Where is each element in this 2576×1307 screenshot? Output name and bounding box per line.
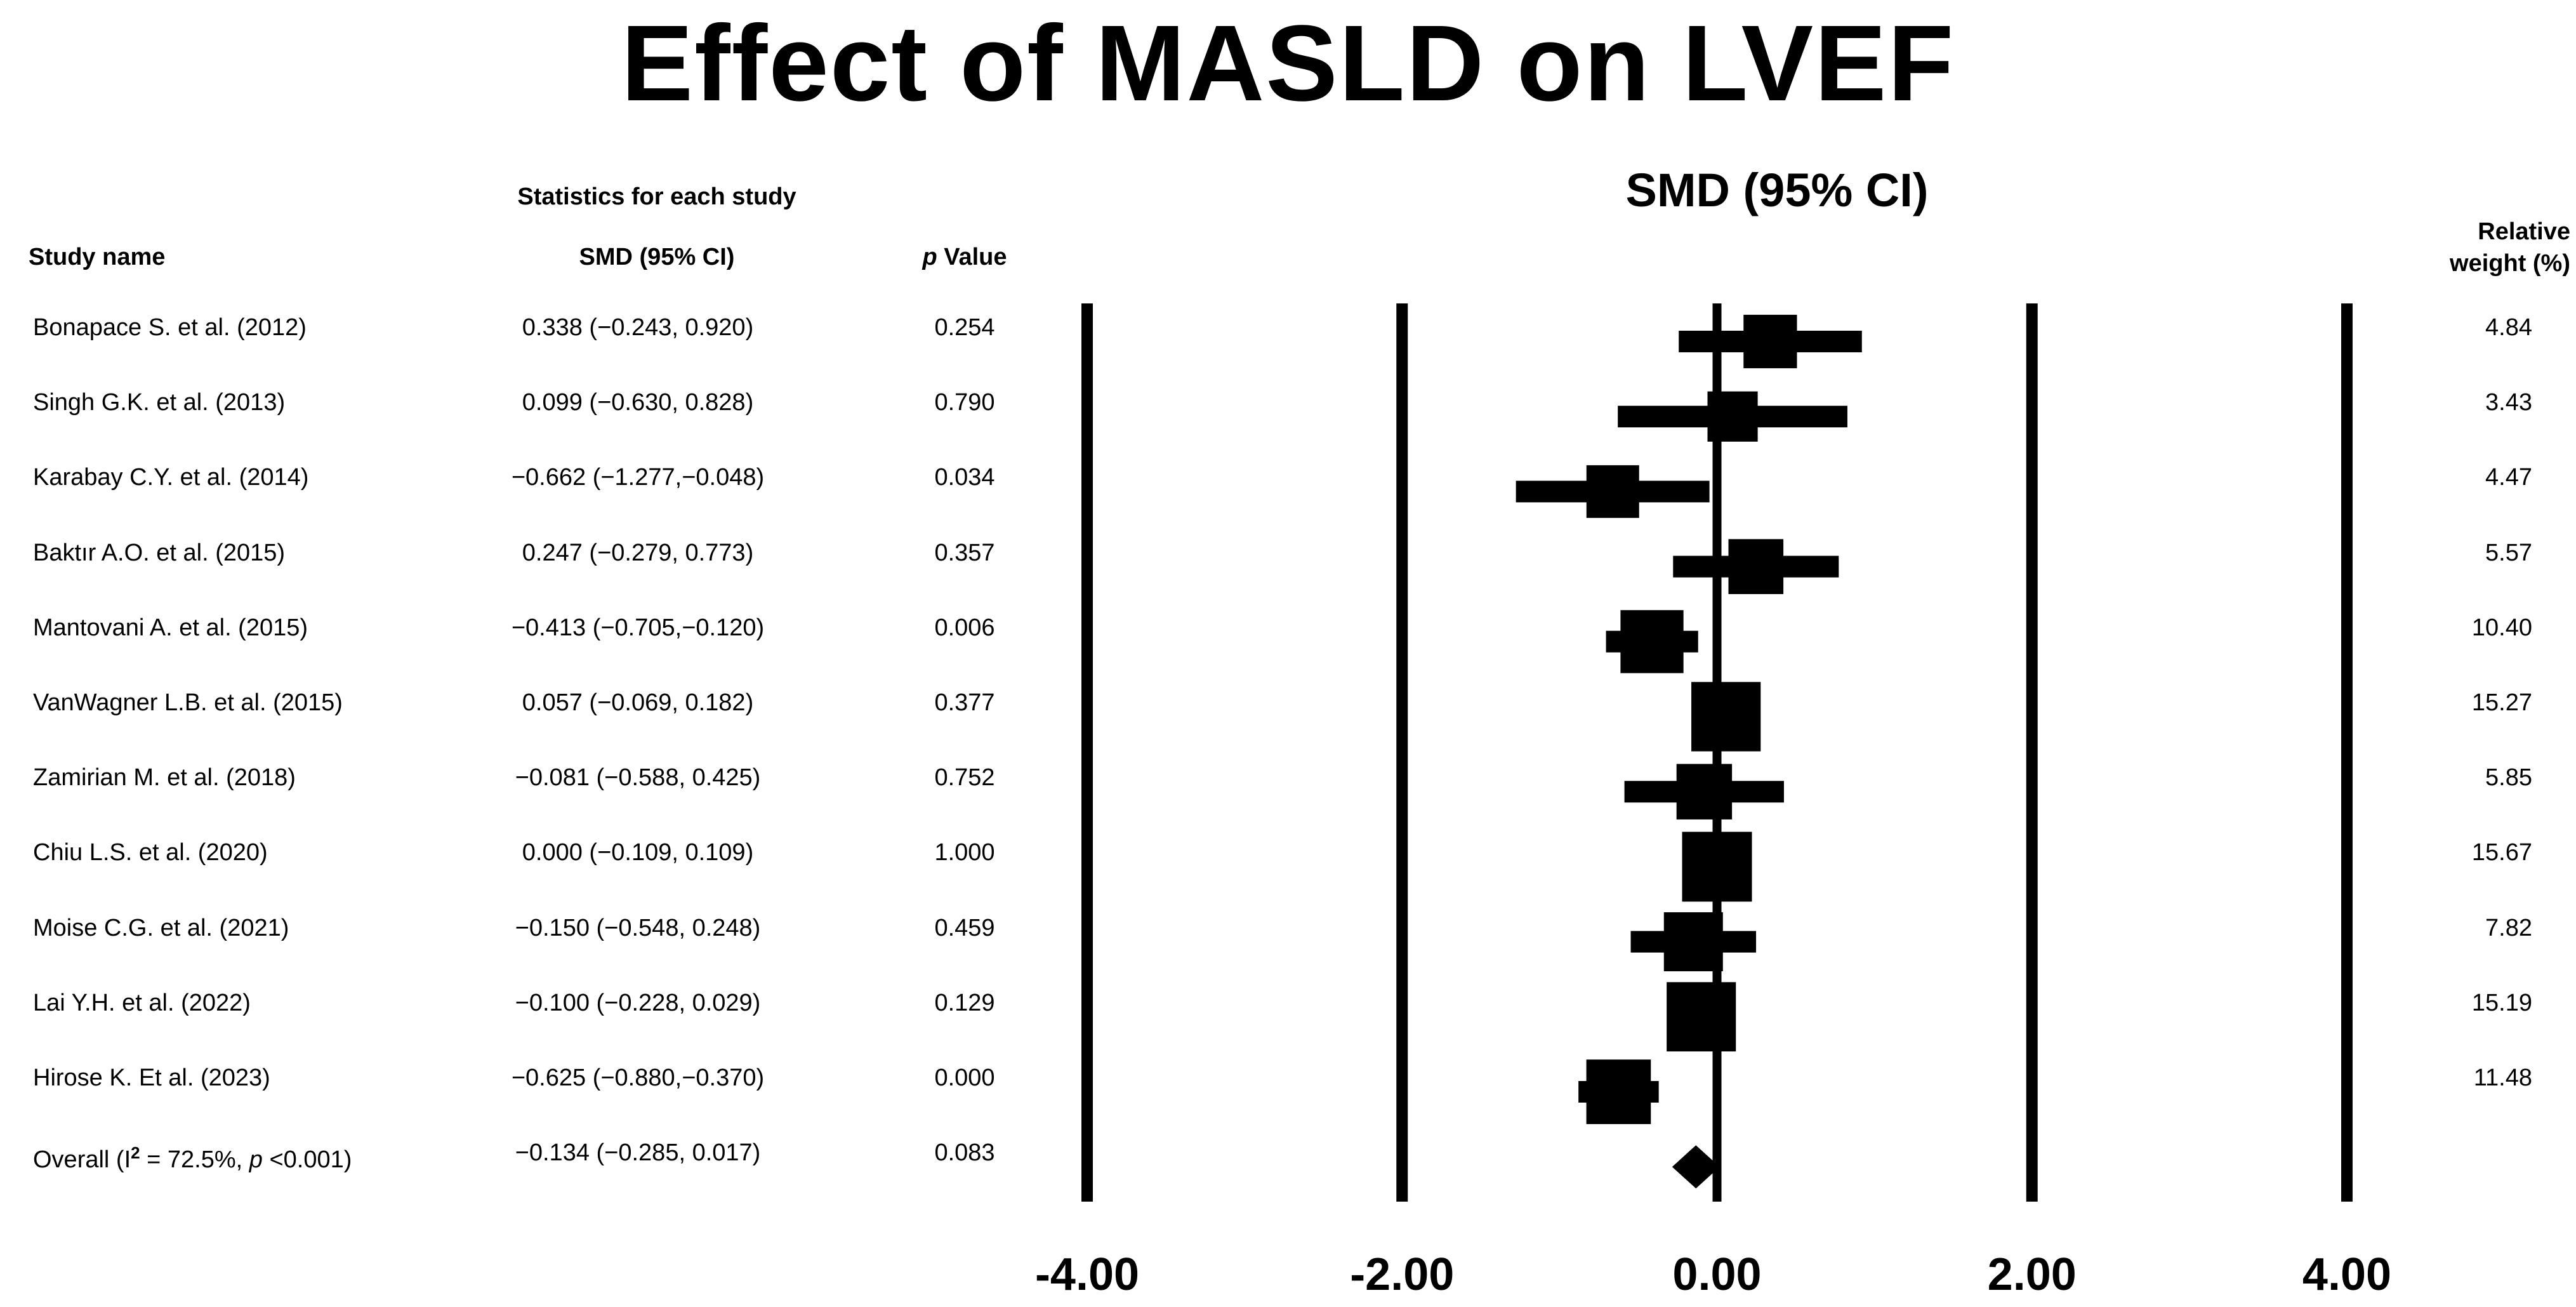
relative-weight-header-line1: Relative bbox=[2478, 218, 2570, 245]
study-name-header: Study name bbox=[29, 244, 166, 270]
study-weight: 11.48 bbox=[2473, 1065, 2532, 1091]
study-name: Lai Y.H. et al. (2022) bbox=[33, 989, 251, 1016]
study-point-marker bbox=[1620, 610, 1684, 673]
overall-smd-ci: −0.134 (−0.285, 0.017) bbox=[515, 1139, 761, 1167]
study-point-marker bbox=[1707, 391, 1758, 442]
study-smd-ci: 0.000 (−0.109, 0.109) bbox=[522, 839, 754, 866]
overall-diamond bbox=[1672, 1145, 1720, 1189]
study-point-marker bbox=[1586, 1059, 1651, 1124]
study-point-marker bbox=[1743, 314, 1797, 369]
smd-column-header: SMD (95% CI) bbox=[579, 244, 735, 270]
study-weight: 15.27 bbox=[2471, 689, 2532, 716]
study-weight: 5.85 bbox=[2485, 764, 2532, 792]
relative-weight-header: Relative weight (%) bbox=[2361, 216, 2570, 279]
study-point-marker bbox=[1667, 982, 1736, 1052]
overall-label-text: Overall (I bbox=[33, 1146, 131, 1174]
study-name: Bonapace S. et al. (2012) bbox=[33, 314, 307, 341]
overall-label-text: <0.001) bbox=[262, 1146, 352, 1174]
study-smd-ci: −0.662 (−1.277,−0.048) bbox=[511, 464, 765, 491]
study-smd-ci: 0.099 (−0.630, 0.828) bbox=[522, 389, 754, 416]
study-point-marker bbox=[1586, 465, 1639, 518]
study-smd-ci: −0.081 (−0.588, 0.425) bbox=[515, 764, 761, 792]
study-name: Zamirian M. et al. (2018) bbox=[33, 764, 296, 792]
study-point-marker bbox=[1691, 682, 1761, 752]
study-p-value: 0.000 bbox=[934, 1065, 995, 1091]
overall-label: Overall (I2 = 72.5%, p <0.001) bbox=[33, 1137, 352, 1176]
overall-label-text: = 72.5%, bbox=[140, 1146, 249, 1174]
x-tick-label: 4.00 bbox=[2302, 1249, 2391, 1300]
study-p-value: 0.790 bbox=[934, 389, 995, 416]
i-squared-superscript: 2 bbox=[131, 1143, 140, 1163]
plot-title: SMD (95% CI) bbox=[1625, 164, 1929, 216]
study-smd-ci: 0.338 (−0.243, 0.920) bbox=[522, 314, 754, 341]
study-name: VanWagner L.B. et al. (2015) bbox=[33, 689, 343, 716]
study-smd-ci: −0.100 (−0.228, 0.029) bbox=[515, 989, 761, 1016]
study-point-marker bbox=[1676, 764, 1733, 819]
statistics-header: Statistics for each study bbox=[517, 183, 796, 210]
study-name: Hirose K. Et al. (2023) bbox=[33, 1065, 270, 1091]
study-p-value: 0.254 bbox=[934, 314, 995, 341]
x-tick-label: -2.00 bbox=[1350, 1249, 1454, 1300]
x-tick-label: 0.00 bbox=[1672, 1249, 1761, 1300]
p-value-header-rest: Value bbox=[937, 244, 1007, 270]
study-smd-ci: 0.247 (−0.279, 0.773) bbox=[522, 539, 754, 566]
study-name: Karabay C.Y. et al. (2014) bbox=[33, 464, 309, 491]
study-p-value: 1.000 bbox=[934, 839, 995, 866]
study-name: Singh G.K. et al. (2013) bbox=[33, 389, 286, 416]
study-p-value: 0.459 bbox=[934, 914, 995, 941]
overall-p-value: 0.083 bbox=[934, 1139, 995, 1167]
study-smd-ci: −0.413 (−0.705,−0.120) bbox=[511, 614, 765, 641]
study-smd-ci: −0.150 (−0.548, 0.248) bbox=[515, 914, 761, 941]
study-name: Baktır A.O. et al. (2015) bbox=[33, 539, 286, 566]
study-point-marker bbox=[1682, 832, 1752, 902]
study-p-value: 0.752 bbox=[934, 764, 995, 792]
study-p-value: 0.377 bbox=[934, 689, 995, 716]
study-p-value: 0.006 bbox=[934, 614, 995, 641]
study-weight: 10.40 bbox=[2471, 614, 2532, 641]
overall-label-p: p bbox=[249, 1146, 263, 1174]
x-tick-label: 2.00 bbox=[1988, 1249, 2077, 1300]
figure-title: Effect of MASLD on LVEF bbox=[621, 3, 1955, 124]
study-name: Chiu L.S. et al. (2020) bbox=[33, 839, 268, 866]
study-p-value: 0.034 bbox=[934, 464, 995, 491]
study-weight: 4.47 bbox=[2485, 464, 2532, 491]
study-name: Mantovani A. et al. (2015) bbox=[33, 614, 308, 641]
p-value-header: p Value bbox=[914, 241, 1015, 273]
study-weight: 3.43 bbox=[2485, 389, 2532, 416]
study-name: Moise C.G. et al. (2021) bbox=[33, 914, 289, 941]
p-value-header-p: p bbox=[922, 244, 937, 270]
x-tick-label: -4.00 bbox=[1035, 1249, 1139, 1300]
study-smd-ci: 0.057 (−0.069, 0.182) bbox=[522, 689, 754, 716]
study-weight: 15.67 bbox=[2471, 839, 2532, 866]
study-point-marker bbox=[1728, 539, 1784, 594]
study-weight: 4.84 bbox=[2485, 314, 2532, 341]
study-point-marker bbox=[1663, 912, 1723, 972]
study-weight: 7.82 bbox=[2485, 914, 2532, 941]
relative-weight-header-line2: weight (%) bbox=[2450, 250, 2570, 277]
study-p-value: 0.357 bbox=[934, 539, 995, 566]
study-weight: 15.19 bbox=[2471, 989, 2532, 1016]
study-weight: 5.57 bbox=[2485, 539, 2532, 566]
study-smd-ci: −0.625 (−0.880,−0.370) bbox=[511, 1065, 765, 1091]
study-p-value: 0.129 bbox=[934, 989, 995, 1016]
